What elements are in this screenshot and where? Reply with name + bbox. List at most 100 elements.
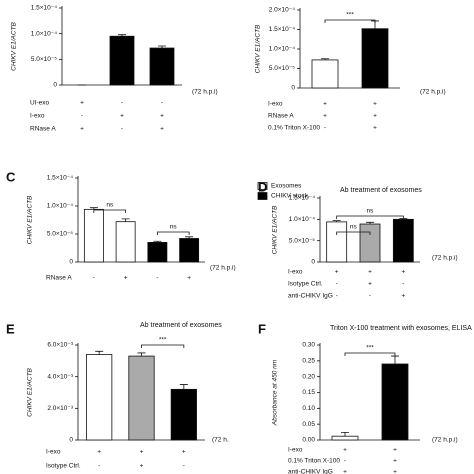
condition-mark: -: [336, 293, 338, 300]
bar: [149, 47, 175, 86]
significance-label: ns: [106, 202, 114, 209]
bar: [147, 241, 168, 263]
condition-mark: -: [98, 463, 100, 470]
y-tick-label: 1.0×10⁻⁴: [31, 30, 57, 37]
condition-mark: -: [344, 458, 346, 465]
significance-bracket: [336, 215, 404, 219]
y-axis-label: CHIKV E1/ACTB: [11, 21, 18, 70]
significance-bracket: [156, 231, 190, 235]
panel-letter: D: [258, 179, 267, 194]
panel-letter: F: [258, 321, 266, 336]
condition-mark: +: [160, 113, 164, 120]
panel-letter: E: [6, 321, 15, 336]
significance-label: ns: [350, 224, 358, 231]
error-bar: [332, 220, 341, 222]
y-tick-label: 0: [311, 259, 315, 266]
error-bar: [185, 236, 194, 239]
condition-label: Isotype Ctrl.: [46, 463, 81, 470]
y-tick-label: 1.0×10⁻⁴: [289, 216, 315, 223]
bar: [170, 388, 197, 441]
chart-title: Ab treatment of exosomes: [340, 187, 422, 194]
error-bar: [153, 240, 162, 243]
y-axis-label: CHIKV E1/ACTB: [27, 195, 34, 244]
condition-mark: +: [97, 449, 101, 456]
error-bar: [137, 352, 146, 357]
legend-swatch: [257, 192, 268, 200]
error-bar: [341, 432, 349, 437]
condition-mark: -: [121, 126, 123, 133]
significance-bracket: [93, 209, 127, 213]
condition-label: anti-CHIKV IgG: [288, 469, 333, 474]
bar: [83, 208, 104, 263]
condition-mark: -: [183, 463, 185, 470]
error-bar: [366, 221, 374, 225]
condition-mark: +: [373, 101, 377, 108]
condition-mark: -: [121, 100, 123, 107]
condition-mark: +: [182, 449, 186, 456]
y-tick-label: 1.5×10⁻⁴: [269, 26, 295, 33]
condition-mark: +: [343, 469, 347, 474]
condition-mark: +: [120, 113, 124, 120]
y-tick-label: 1.0×10⁻⁴: [269, 46, 295, 53]
chart-title: Ab treatment of exosomes: [140, 322, 222, 329]
time-note: (72 h.p.i): [420, 89, 446, 96]
bar: [109, 35, 135, 86]
error-bar: [89, 207, 98, 210]
y-tick-label: 0.10: [302, 405, 315, 412]
y-tick-label: 2.0×10⁻⁴: [269, 7, 295, 14]
y-tick-label: 1.5×10⁻⁴: [289, 195, 315, 202]
condition-mark: +: [393, 458, 397, 465]
error-bar: [95, 350, 104, 355]
error-bar: [118, 34, 126, 37]
y-tick-label: 5.0×10⁻⁵: [47, 231, 73, 238]
y-tick-label: 0: [69, 437, 73, 444]
bar: [86, 354, 113, 441]
condition-mark: +: [323, 101, 327, 108]
condition-label: anti-CHIKV IgG: [288, 293, 333, 300]
condition-label: RNase A: [30, 126, 56, 133]
bar: [326, 221, 348, 263]
condition-label: I-exo: [288, 269, 303, 276]
condition-mark: -: [93, 275, 95, 282]
error-bar: [158, 45, 166, 49]
time-note: (72 h.p.i): [210, 265, 236, 272]
bar: [128, 355, 155, 441]
y-tick-label: 1.0×10⁻⁴: [47, 203, 73, 210]
significance-bracket: [336, 231, 371, 235]
significance-label: ***: [366, 345, 374, 352]
condition-mark: -: [336, 281, 338, 288]
bar: [359, 223, 381, 263]
time-note: (72 h.: [212, 437, 229, 444]
y-tick-label: 0.00: [302, 437, 315, 444]
condition-mark: +: [368, 269, 372, 276]
legend-swatch: [257, 182, 268, 190]
legend-label: CHIKV stock: [271, 193, 309, 200]
condition-label: 0.1% Triton X-100: [268, 125, 320, 132]
condition-mark: +: [80, 100, 84, 107]
y-tick-label: 0: [291, 85, 295, 92]
condition-mark: -: [402, 281, 404, 288]
y-tick-label: 0.05: [302, 421, 315, 428]
time-note: (72 h.p.i): [432, 437, 458, 444]
condition-mark: -: [161, 100, 163, 107]
condition-mark: +: [368, 281, 372, 288]
bar: [381, 363, 409, 441]
bar: [179, 238, 200, 263]
condition-label: Isotype Ctrl.: [288, 281, 323, 288]
bar: [331, 435, 359, 441]
y-tick-label: 5.0×10⁻⁵: [31, 56, 57, 63]
error-bar: [179, 384, 188, 390]
condition-mark: +: [140, 463, 144, 470]
condition-mark: +: [124, 275, 128, 282]
condition-mark: +: [401, 269, 405, 276]
condition-mark: -: [156, 275, 158, 282]
panel-letter: C: [6, 169, 16, 184]
significance-label: ***: [159, 337, 167, 344]
condition-mark: -: [369, 293, 371, 300]
significance-label: ns: [170, 224, 178, 231]
significance-label: ns: [367, 208, 375, 215]
time-note: (72 h.p.i): [192, 89, 218, 96]
condition-mark: +: [343, 447, 347, 454]
error-bar: [121, 218, 130, 222]
